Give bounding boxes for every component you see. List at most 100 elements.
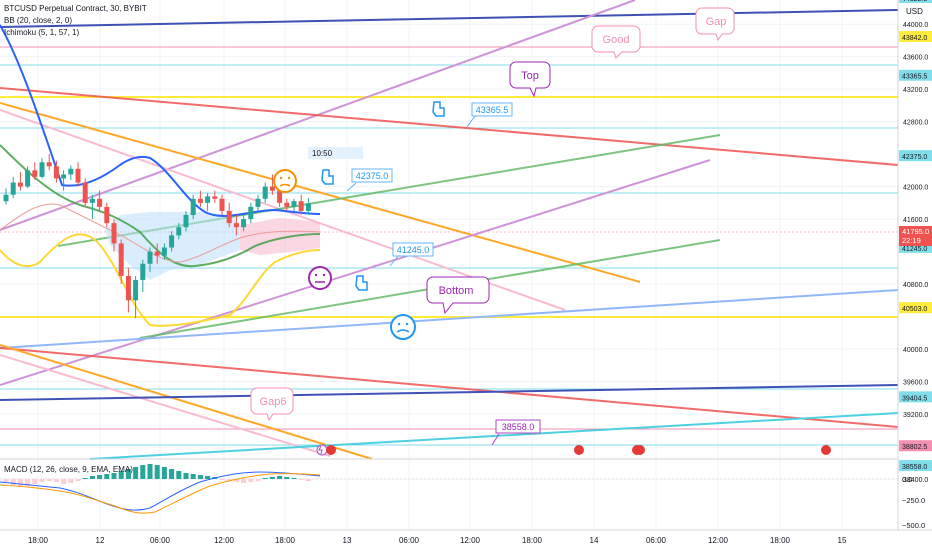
trendline-navy-top: [0, 9, 899, 28]
candle-body: [89, 198, 95, 203]
macd-bar: [169, 469, 175, 479]
macd-bar: [305, 479, 311, 481]
ichimoku-legend[interactable]: Ichimoku (5, 1, 57, 1): [4, 28, 80, 37]
macd-bar: [75, 479, 81, 481]
macd-bar: [284, 477, 290, 479]
x-tick-label: 14: [590, 536, 599, 545]
price-label-text: 42375.0: [902, 154, 927, 161]
candle-body: [169, 235, 175, 248]
callout-good[interactable]: Good: [591, 25, 641, 59]
macd-bar: [17, 479, 23, 487]
macd-bar: [68, 479, 74, 483]
macd-bar: [197, 475, 203, 479]
trendline-navy-bottom: [0, 384, 899, 401]
macd-signal: [0, 473, 321, 514]
candle-body: [53, 166, 59, 179]
macd-bar: [32, 479, 38, 484]
macd-bar: [10, 479, 16, 485]
callout-top[interactable]: Top: [509, 61, 551, 98]
macd-bar: [226, 479, 232, 481]
macd-legend[interactable]: MACD (12, 26, close, 9, EMA, EMA): [4, 465, 133, 474]
face-purple-icon[interactable]: [308, 266, 332, 290]
face-blue-icon[interactable]: [390, 314, 416, 340]
price-label-bg: [899, 460, 932, 472]
macd-histogram: [3, 464, 311, 487]
face-orange-icon[interactable]: [273, 169, 297, 193]
candle-body: [147, 251, 153, 264]
price-tag-42375[interactable]: 42375.0: [346, 168, 393, 192]
trendline-red-top: [0, 87, 899, 166]
macd-bar: [61, 479, 67, 484]
candle-body: [205, 196, 211, 203]
last-price-text: 41795.0: [902, 227, 929, 236]
y-tick-label: 42800.0: [903, 120, 928, 127]
macd-bar: [233, 479, 239, 482]
macd-bar: [118, 471, 124, 479]
callout-gap[interactable]: Gap: [695, 7, 735, 42]
candle-body: [161, 247, 167, 256]
macd-bar: [262, 478, 268, 479]
trend-lines[interactable]: [0, 0, 899, 460]
candle-body: [305, 203, 311, 211]
time-axis[interactable]: 18:00 12 06:00 12:00 18:00 13 06:00 12:00 18:00 1…: [0, 529, 932, 545]
macd-axis-1: −250.0: [902, 496, 925, 505]
macd-bar: [190, 474, 196, 479]
cloud-pink: [240, 218, 320, 255]
x-tick-label: 06:00: [399, 536, 420, 545]
price-tag-41245-text: 41245.0: [397, 245, 430, 255]
y-tick-label: 40800.0: [903, 282, 928, 289]
price-label-text: 38802.5: [902, 444, 927, 451]
macd-bar: [82, 478, 88, 479]
x-tick-label: 12:00: [708, 536, 729, 545]
candle-body: [140, 263, 146, 280]
macd-bar: [97, 475, 103, 479]
price-label-bg: [899, 241, 932, 253]
macd-pane: [0, 464, 898, 514]
price-tag-43365[interactable]: 43365.5: [466, 102, 513, 128]
x-tick-label: 12: [96, 536, 105, 545]
candle-body: [25, 170, 31, 187]
hand-pointer-icon[interactable]: [355, 275, 368, 291]
y-tick-label: 39200.0: [903, 412, 928, 419]
price-axis[interactable]: USD 44800.044000.043600.043200.042800.04…: [897, 0, 932, 550]
price-label-text: 41245.0: [902, 246, 927, 253]
candle-body: [183, 215, 189, 228]
candle-body: [212, 196, 218, 199]
candle-body: [219, 198, 225, 211]
candle-body: [197, 198, 203, 203]
y-tick-label: 40000.0: [903, 347, 928, 354]
us-flag-icon: [635, 445, 645, 455]
hand-pointer-icon[interactable]: [321, 169, 334, 185]
x-tick-label: 15: [838, 536, 847, 545]
indicator-lines: [0, 24, 321, 327]
time-tag-text: 10:50: [312, 149, 333, 158]
macd-bar: [89, 476, 95, 479]
candle-body: [262, 186, 268, 199]
y-tick-label: 38400.0: [903, 477, 928, 484]
macd-bar: [147, 464, 153, 479]
macd-bar: [291, 478, 297, 479]
candle-body: [97, 198, 103, 207]
candle-body: [241, 219, 247, 228]
trendline-violet-mid: [0, 159, 711, 386]
price-tag-41245[interactable]: 41245.0: [389, 242, 434, 267]
event-markers[interactable]: [316, 444, 831, 456]
hand-pointer-icon[interactable]: [432, 101, 445, 117]
macd-bar: [219, 479, 225, 480]
macd-line: [0, 471, 321, 511]
symbol-title[interactable]: BTCUSD Perpetual Contract, 30, BYBIT: [4, 4, 147, 13]
x-tick-label: 06:00: [150, 536, 171, 545]
x-tick-label: 18:00: [522, 536, 543, 545]
bb-legend[interactable]: BB (20, close, 2, 0): [4, 16, 73, 25]
us-flag-icon: [326, 445, 336, 455]
callout-gap6[interactable]: Gap6: [250, 387, 294, 422]
price-tag-43365-text: 43365.5: [476, 105, 509, 115]
x-tick-label: 12:00: [460, 536, 481, 545]
x-tick-label: 18:00: [28, 536, 49, 545]
candle-body: [10, 182, 16, 195]
price-tag-38558[interactable]: 38558.0: [491, 419, 541, 446]
callout-bottom[interactable]: Bottom: [426, 276, 490, 315]
candle-body: [154, 251, 160, 256]
price-label-bg: [899, 0, 932, 4]
